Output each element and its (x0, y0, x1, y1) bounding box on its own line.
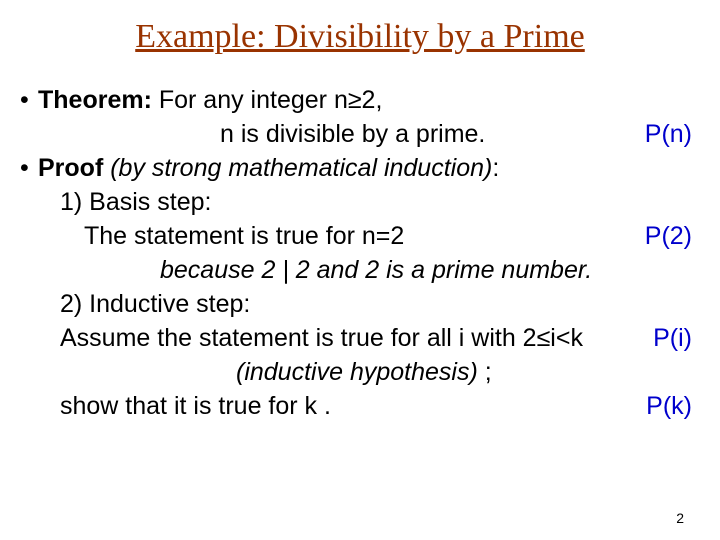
show-line: show that it is true for k . P(k) (20, 390, 710, 423)
hypothesis-line: (inductive hypothesis) ; (20, 356, 710, 389)
hypothesis-semi: ; (478, 358, 492, 386)
assume-line: Assume the statement is true for all i w… (20, 322, 710, 355)
bullet-icon: • (20, 84, 38, 117)
basis-reason-line: because 2 | 2 and 2 is a prime number. (20, 254, 710, 287)
theorem-line: • Theorem: For any integer n≥2, (20, 84, 710, 117)
annotation-pn: P(n) (645, 118, 692, 151)
basis-step-line: 1) Basis step: (20, 186, 710, 219)
body-text: n is divisible by a prime. (220, 118, 485, 151)
slide-content: • Theorem: For any integer n≥2, n is div… (0, 84, 720, 423)
divisible-line: n is divisible by a prime. P(n) (20, 118, 710, 151)
body-text: Proof (by strong mathematical induction)… (38, 152, 499, 185)
bullet-icon: • (20, 152, 38, 185)
slide-title: Example: Divisibility by a Prime (0, 0, 720, 84)
body-text: 2) Inductive step: (60, 288, 250, 321)
proof-method: (by strong mathematical induction) (103, 154, 492, 182)
annotation-p2: P(2) (645, 220, 692, 253)
theorem-text: For any integer n≥2, (152, 86, 383, 114)
hypothesis-text: (inductive hypothesis) (236, 358, 478, 386)
basis-reason: because 2 | 2 and 2 is a prime number. (160, 256, 592, 284)
body-text: 1) Basis step: (60, 186, 211, 219)
body-text: The statement is true for n=2 (84, 220, 404, 253)
proof-line: • Proof (by strong mathematical inductio… (20, 152, 710, 185)
body-text: (inductive hypothesis) ; (236, 356, 492, 389)
title-text: Example: Divisibility by a Prime (135, 18, 585, 55)
theorem-label: Theorem: (38, 86, 152, 114)
proof-colon: : (492, 154, 499, 182)
body-text: Assume the statement is true for all i w… (60, 322, 583, 355)
annotation-pi: P(i) (653, 322, 692, 355)
page-number: 2 (676, 510, 684, 526)
inductive-step-line: 2) Inductive step: (20, 288, 710, 321)
annotation-pk: P(k) (646, 390, 692, 423)
proof-label: Proof (38, 154, 103, 182)
body-text: Theorem: For any integer n≥2, (38, 84, 382, 117)
body-text: because 2 | 2 and 2 is a prime number. (160, 254, 592, 287)
basis-statement-line: The statement is true for n=2 P(2) (20, 220, 710, 253)
body-text: show that it is true for k . (60, 390, 331, 423)
